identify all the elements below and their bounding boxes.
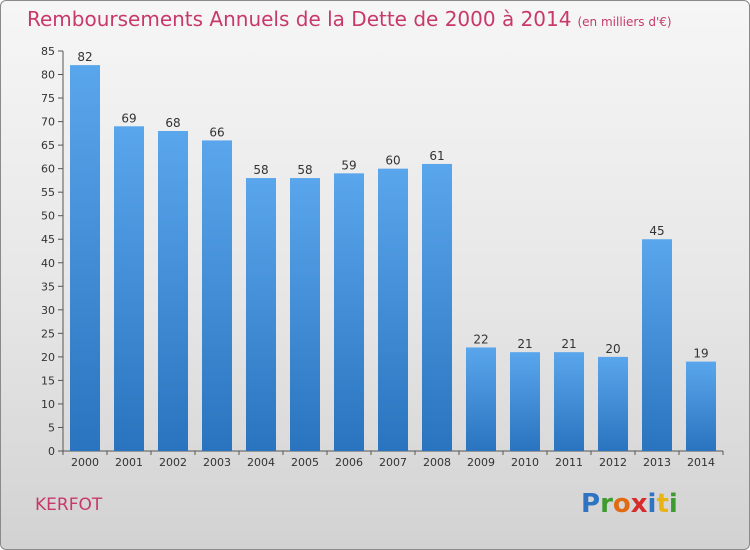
logo-letter: P <box>581 489 601 519</box>
y-tick-label: 45 <box>41 233 55 246</box>
x-tick-label: 2007 <box>379 456 407 469</box>
logo-letter: x <box>630 489 648 519</box>
bar <box>510 352 540 451</box>
y-tick-label: 55 <box>41 186 55 199</box>
bar-value-label: 22 <box>473 332 488 346</box>
y-tick-label: 25 <box>41 327 55 340</box>
bar <box>70 65 100 451</box>
x-tick-label: 2014 <box>687 456 715 469</box>
bar-value-label: 66 <box>209 125 224 139</box>
bar-value-label: 58 <box>253 163 268 177</box>
bar-value-label: 21 <box>561 337 576 351</box>
x-tick-label: 2013 <box>643 456 671 469</box>
x-tick-label: 2002 <box>159 456 187 469</box>
bar-value-label: 69 <box>121 111 136 125</box>
bar <box>378 168 408 451</box>
bar-value-label: 68 <box>165 116 180 130</box>
chart-title-text: Remboursements Annuels de la Dette de 20… <box>27 7 572 31</box>
data-labels: 82 69 68 66 58 58 59 60 61 22 21 21 20 45 19 <box>77 50 708 360</box>
bar <box>334 173 364 451</box>
y-axis: 0 5 10 15 20 25 30 35 40 45 50 55 60 65 70 75 80 85 <box>41 45 64 458</box>
bar <box>554 352 584 451</box>
x-axis: 2000 2001 2002 2003 2004 2005 2006 2007 2008 2009… <box>62 450 724 469</box>
y-tick-label: 85 <box>41 45 55 58</box>
y-tick-label: 60 <box>41 163 55 176</box>
bar <box>202 140 232 452</box>
y-tick-label: 75 <box>41 92 55 105</box>
bar-value-label: 59 <box>341 158 356 172</box>
y-tick-label: 35 <box>41 280 55 293</box>
bar <box>114 126 144 451</box>
commune-name: KERFOT <box>35 495 103 515</box>
bar-value-label: 45 <box>649 224 664 238</box>
y-tick-label: 70 <box>41 116 55 129</box>
y-tick-label: 15 <box>41 374 55 387</box>
bar-value-label: 61 <box>429 149 444 163</box>
bar-value-label: 21 <box>517 337 532 351</box>
bar <box>598 356 628 451</box>
logo-letter: i <box>647 489 657 519</box>
x-tick-label: 2003 <box>203 456 231 469</box>
y-tick-label: 30 <box>41 304 55 317</box>
x-tick-label: 2010 <box>511 456 539 469</box>
proxiti-logo: Proxiti <box>581 489 678 519</box>
bar-series <box>70 65 716 452</box>
x-tick-label: 2009 <box>467 456 495 469</box>
bar <box>290 178 320 451</box>
x-tick-label: 2012 <box>599 456 627 469</box>
x-tick-label: 2008 <box>423 456 451 469</box>
bar-value-label: 58 <box>297 163 312 177</box>
x-tick-label: 2011 <box>555 456 583 469</box>
x-tick-label: 2005 <box>291 456 319 469</box>
logo-letter: r <box>600 489 613 519</box>
chart-title: Remboursements Annuels de la Dette de 20… <box>27 7 672 31</box>
bar-value-label: 60 <box>385 154 400 168</box>
x-tick-label: 2004 <box>247 456 275 469</box>
y-tick-label: 10 <box>41 398 55 411</box>
logo-letter: i <box>668 489 678 519</box>
bar <box>246 178 276 451</box>
y-tick-label: 40 <box>41 257 55 270</box>
y-tick-label: 0 <box>48 445 55 458</box>
x-tick-label: 2001 <box>115 456 143 469</box>
bar <box>466 347 496 451</box>
chart-unit: (en milliers d'€) <box>577 15 672 29</box>
y-tick-label: 80 <box>41 69 55 82</box>
y-tick-label: 20 <box>41 351 55 364</box>
x-tick-label: 2000 <box>71 456 99 469</box>
bar-value-label: 19 <box>693 347 708 361</box>
y-tick-label: 5 <box>48 421 55 434</box>
y-tick-label: 65 <box>41 139 55 152</box>
bar <box>642 239 672 451</box>
x-tick-label: 2006 <box>335 456 363 469</box>
bar-value-label: 82 <box>77 50 92 64</box>
y-tick-label: 50 <box>41 210 55 223</box>
bar <box>158 131 188 451</box>
bar <box>422 163 452 452</box>
bar-value-label: 20 <box>605 342 620 356</box>
logo-letter: o <box>612 489 631 519</box>
logo-letter: t <box>656 489 669 519</box>
bar <box>686 361 716 451</box>
